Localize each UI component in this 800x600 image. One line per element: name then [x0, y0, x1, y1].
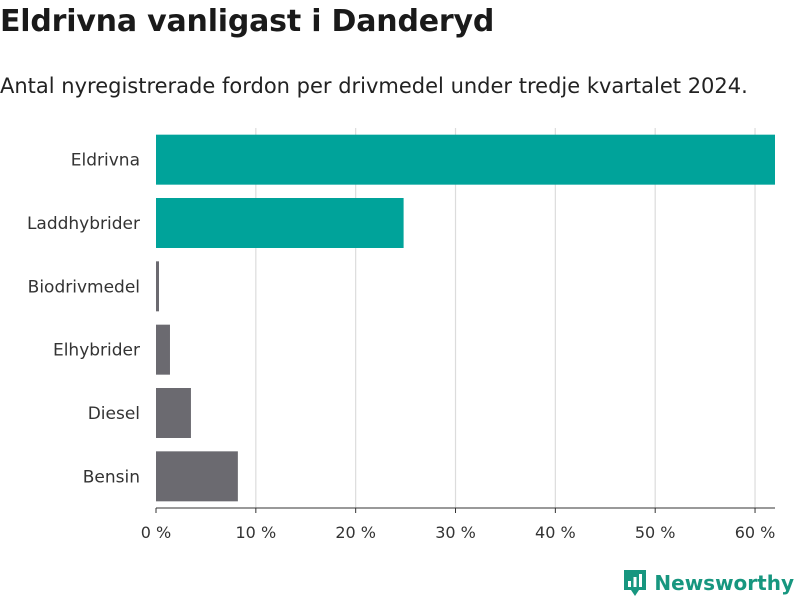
bars — [156, 134, 775, 502]
chart-subtitle: Antal nyregistrerade fordon per drivmede… — [0, 74, 748, 98]
x-tick-label: 0 % — [141, 523, 171, 542]
x-tick-label: 10 % — [236, 523, 277, 542]
x-tick-label: 30 % — [435, 523, 476, 542]
bar-elhybrider — [156, 324, 170, 375]
category-label: Biodrivmedel — [28, 277, 140, 297]
x-tick-label: 20 % — [335, 523, 376, 542]
newsworthy-icon — [624, 570, 647, 596]
x-tick-label: 60 % — [735, 523, 776, 542]
bar-bensin — [156, 451, 238, 502]
x-axis-ticks: 0 % 10 % 20 % 30 % 40 % 50 % 60 % — [141, 508, 776, 542]
bar-diesel — [156, 388, 191, 438]
category-label: Laddhybrider — [27, 214, 140, 234]
bar-eldrivna — [156, 134, 775, 185]
x-tick-label: 50 % — [635, 523, 676, 542]
brand-logo: Newsworthy — [622, 568, 794, 598]
brand-name: Newsworthy — [654, 571, 794, 595]
bar-chart: Eldrivna Laddhybrider Biodrivmedel Elhybrid… — [27, 128, 776, 542]
chart-title: Eldrivna vanligast i Danderyd — [0, 4, 495, 39]
bar-laddhybrider — [156, 198, 404, 248]
bar-biodrivmedel — [156, 261, 159, 312]
x-tick-label: 40 % — [535, 523, 576, 542]
category-label: Elhybrider — [53, 341, 140, 361]
category-label: Diesel — [88, 404, 140, 424]
category-label: Bensin — [83, 467, 140, 487]
category-label: Eldrivna — [71, 151, 140, 171]
gridlines — [255, 128, 756, 508]
category-labels: Eldrivna Laddhybrider Biodrivmedel Elhybrid… — [27, 151, 140, 488]
